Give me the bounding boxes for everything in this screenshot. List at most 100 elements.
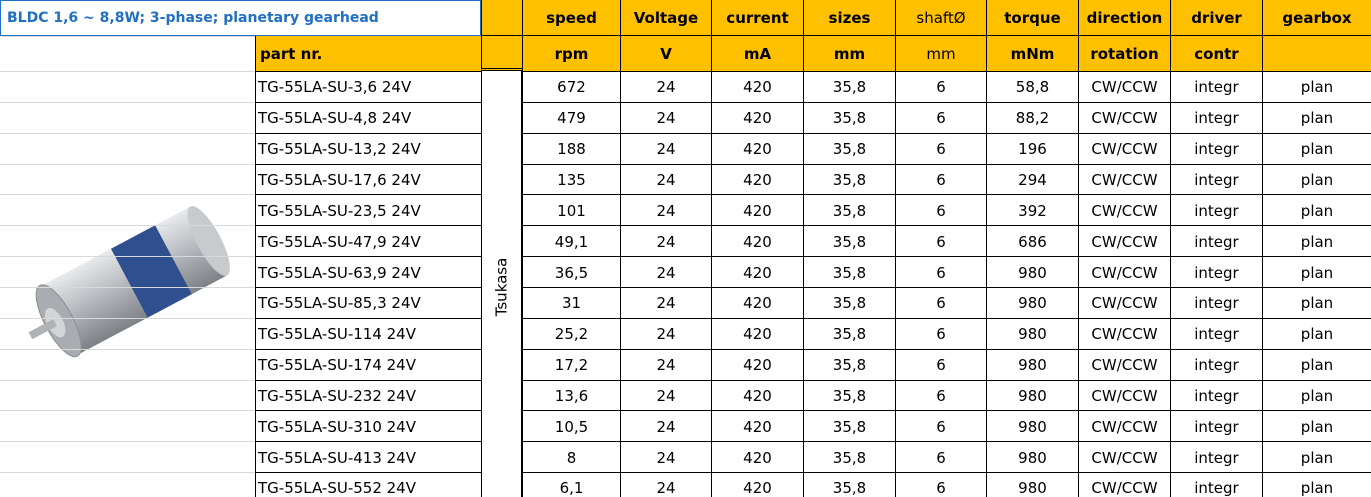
table-cell: 420 bbox=[711, 225, 803, 257]
table-cell: 392 bbox=[986, 194, 1078, 226]
table-cell: plan bbox=[1262, 441, 1371, 473]
header-cell bbox=[481, 0, 522, 36]
table-cell: 420 bbox=[711, 256, 803, 288]
grid-line bbox=[0, 102, 255, 103]
column-header: torque bbox=[986, 0, 1078, 36]
table-cell: 294 bbox=[986, 164, 1078, 196]
column-header: speed bbox=[522, 0, 620, 36]
table-cell: 24 bbox=[620, 71, 711, 103]
table-cell: 672 bbox=[522, 71, 620, 103]
column-header: driver bbox=[1170, 0, 1262, 36]
table-cell: plan bbox=[1262, 71, 1371, 103]
table-cell: 135 bbox=[522, 164, 620, 196]
table-cell: plan bbox=[1262, 318, 1371, 350]
table-cell: CW/CCW bbox=[1078, 102, 1170, 134]
table-cell: 24 bbox=[620, 164, 711, 196]
grid-line bbox=[0, 287, 255, 288]
table-cell: 58,8 bbox=[986, 71, 1078, 103]
column-unit bbox=[1262, 36, 1371, 71]
table-cell: 420 bbox=[711, 133, 803, 165]
table-cell: 24 bbox=[620, 318, 711, 350]
table-cell: 420 bbox=[711, 194, 803, 226]
table-cell: plan bbox=[1262, 256, 1371, 288]
grid-line bbox=[0, 194, 255, 195]
table-cell: plan bbox=[1262, 102, 1371, 134]
table-cell: 6 bbox=[895, 441, 986, 473]
table-cell: 24 bbox=[620, 256, 711, 288]
table-cell: 35,8 bbox=[803, 287, 895, 319]
column-header: sizes bbox=[803, 0, 895, 36]
table-cell: 101 bbox=[522, 194, 620, 226]
table-cell: 35,8 bbox=[803, 102, 895, 134]
grid-line bbox=[0, 225, 255, 226]
column-header: current bbox=[711, 0, 803, 36]
table-cell: plan bbox=[1262, 194, 1371, 226]
table-cell: 35,8 bbox=[803, 71, 895, 103]
table-cell: 24 bbox=[620, 133, 711, 165]
title: BLDC 1,6 ~ 8,8W; 3-phase; planetary gear… bbox=[0, 0, 481, 36]
table-cell: 980 bbox=[986, 410, 1078, 442]
table-cell: plan bbox=[1262, 380, 1371, 412]
table-cell: CW/CCW bbox=[1078, 287, 1170, 319]
table-cell: plan bbox=[1262, 225, 1371, 257]
table-cell: integr bbox=[1170, 164, 1262, 196]
part-number: TG-55LA-SU-17,6 24V bbox=[255, 164, 481, 196]
table-cell: 49,1 bbox=[522, 225, 620, 257]
table-cell: CW/CCW bbox=[1078, 194, 1170, 226]
table-cell: 8 bbox=[522, 441, 620, 473]
table-cell: 17,2 bbox=[522, 349, 620, 381]
header-cell bbox=[481, 36, 522, 71]
table-cell: CW/CCW bbox=[1078, 472, 1170, 497]
table-cell: 24 bbox=[620, 410, 711, 442]
column-header: direction bbox=[1078, 0, 1170, 36]
table-cell: 420 bbox=[711, 380, 803, 412]
table-cell: 980 bbox=[986, 472, 1078, 497]
table-cell: 980 bbox=[986, 349, 1078, 381]
table-cell: CW/CCW bbox=[1078, 410, 1170, 442]
table-cell: 420 bbox=[711, 410, 803, 442]
grid-line bbox=[0, 36, 255, 37]
table-cell: integr bbox=[1170, 349, 1262, 381]
table-cell: plan bbox=[1262, 349, 1371, 381]
table-cell: integr bbox=[1170, 441, 1262, 473]
table-cell: 6 bbox=[895, 133, 986, 165]
table-cell: integr bbox=[1170, 225, 1262, 257]
table-cell: integr bbox=[1170, 256, 1262, 288]
table-cell: 420 bbox=[711, 318, 803, 350]
manufacturer-text: Tsukasa bbox=[493, 258, 511, 317]
table-cell: 35,8 bbox=[803, 133, 895, 165]
table-cell: 35,8 bbox=[803, 225, 895, 257]
table-cell: 6 bbox=[895, 71, 986, 103]
table-cell: 24 bbox=[620, 287, 711, 319]
column-unit: rpm bbox=[522, 36, 620, 71]
grid-line bbox=[0, 349, 255, 350]
column-header: gearbox bbox=[1262, 0, 1371, 36]
column-unit: mm bbox=[803, 36, 895, 71]
table-cell: CW/CCW bbox=[1078, 441, 1170, 473]
table-cell: plan bbox=[1262, 164, 1371, 196]
grid-line bbox=[0, 133, 255, 134]
table-cell: integr bbox=[1170, 194, 1262, 226]
table-cell: 25,2 bbox=[522, 318, 620, 350]
grid-line bbox=[0, 472, 255, 473]
part-number: TG-55LA-SU-63,9 24V bbox=[255, 256, 481, 288]
table-cell: CW/CCW bbox=[1078, 133, 1170, 165]
table-cell: 420 bbox=[711, 349, 803, 381]
spreadsheet: BLDC 1,6 ~ 8,8W; 3-phase; planetary gear… bbox=[0, 0, 1371, 497]
table-cell: integr bbox=[1170, 287, 1262, 319]
table-cell: 6 bbox=[895, 472, 986, 497]
part-number: TG-55LA-SU-13,2 24V bbox=[255, 133, 481, 165]
part-number: TG-55LA-SU-174 24V bbox=[255, 349, 481, 381]
table-cell: 35,8 bbox=[803, 380, 895, 412]
table-cell: 24 bbox=[620, 380, 711, 412]
motor-image bbox=[10, 185, 245, 385]
table-cell: CW/CCW bbox=[1078, 225, 1170, 257]
table-cell: 420 bbox=[711, 71, 803, 103]
column-unit: mA bbox=[711, 36, 803, 71]
table-cell: plan bbox=[1262, 472, 1371, 497]
table-cell: CW/CCW bbox=[1078, 71, 1170, 103]
table-cell: CW/CCW bbox=[1078, 164, 1170, 196]
table-cell: 188 bbox=[522, 133, 620, 165]
column-unit: mm bbox=[895, 36, 986, 71]
table-cell: 35,8 bbox=[803, 164, 895, 196]
